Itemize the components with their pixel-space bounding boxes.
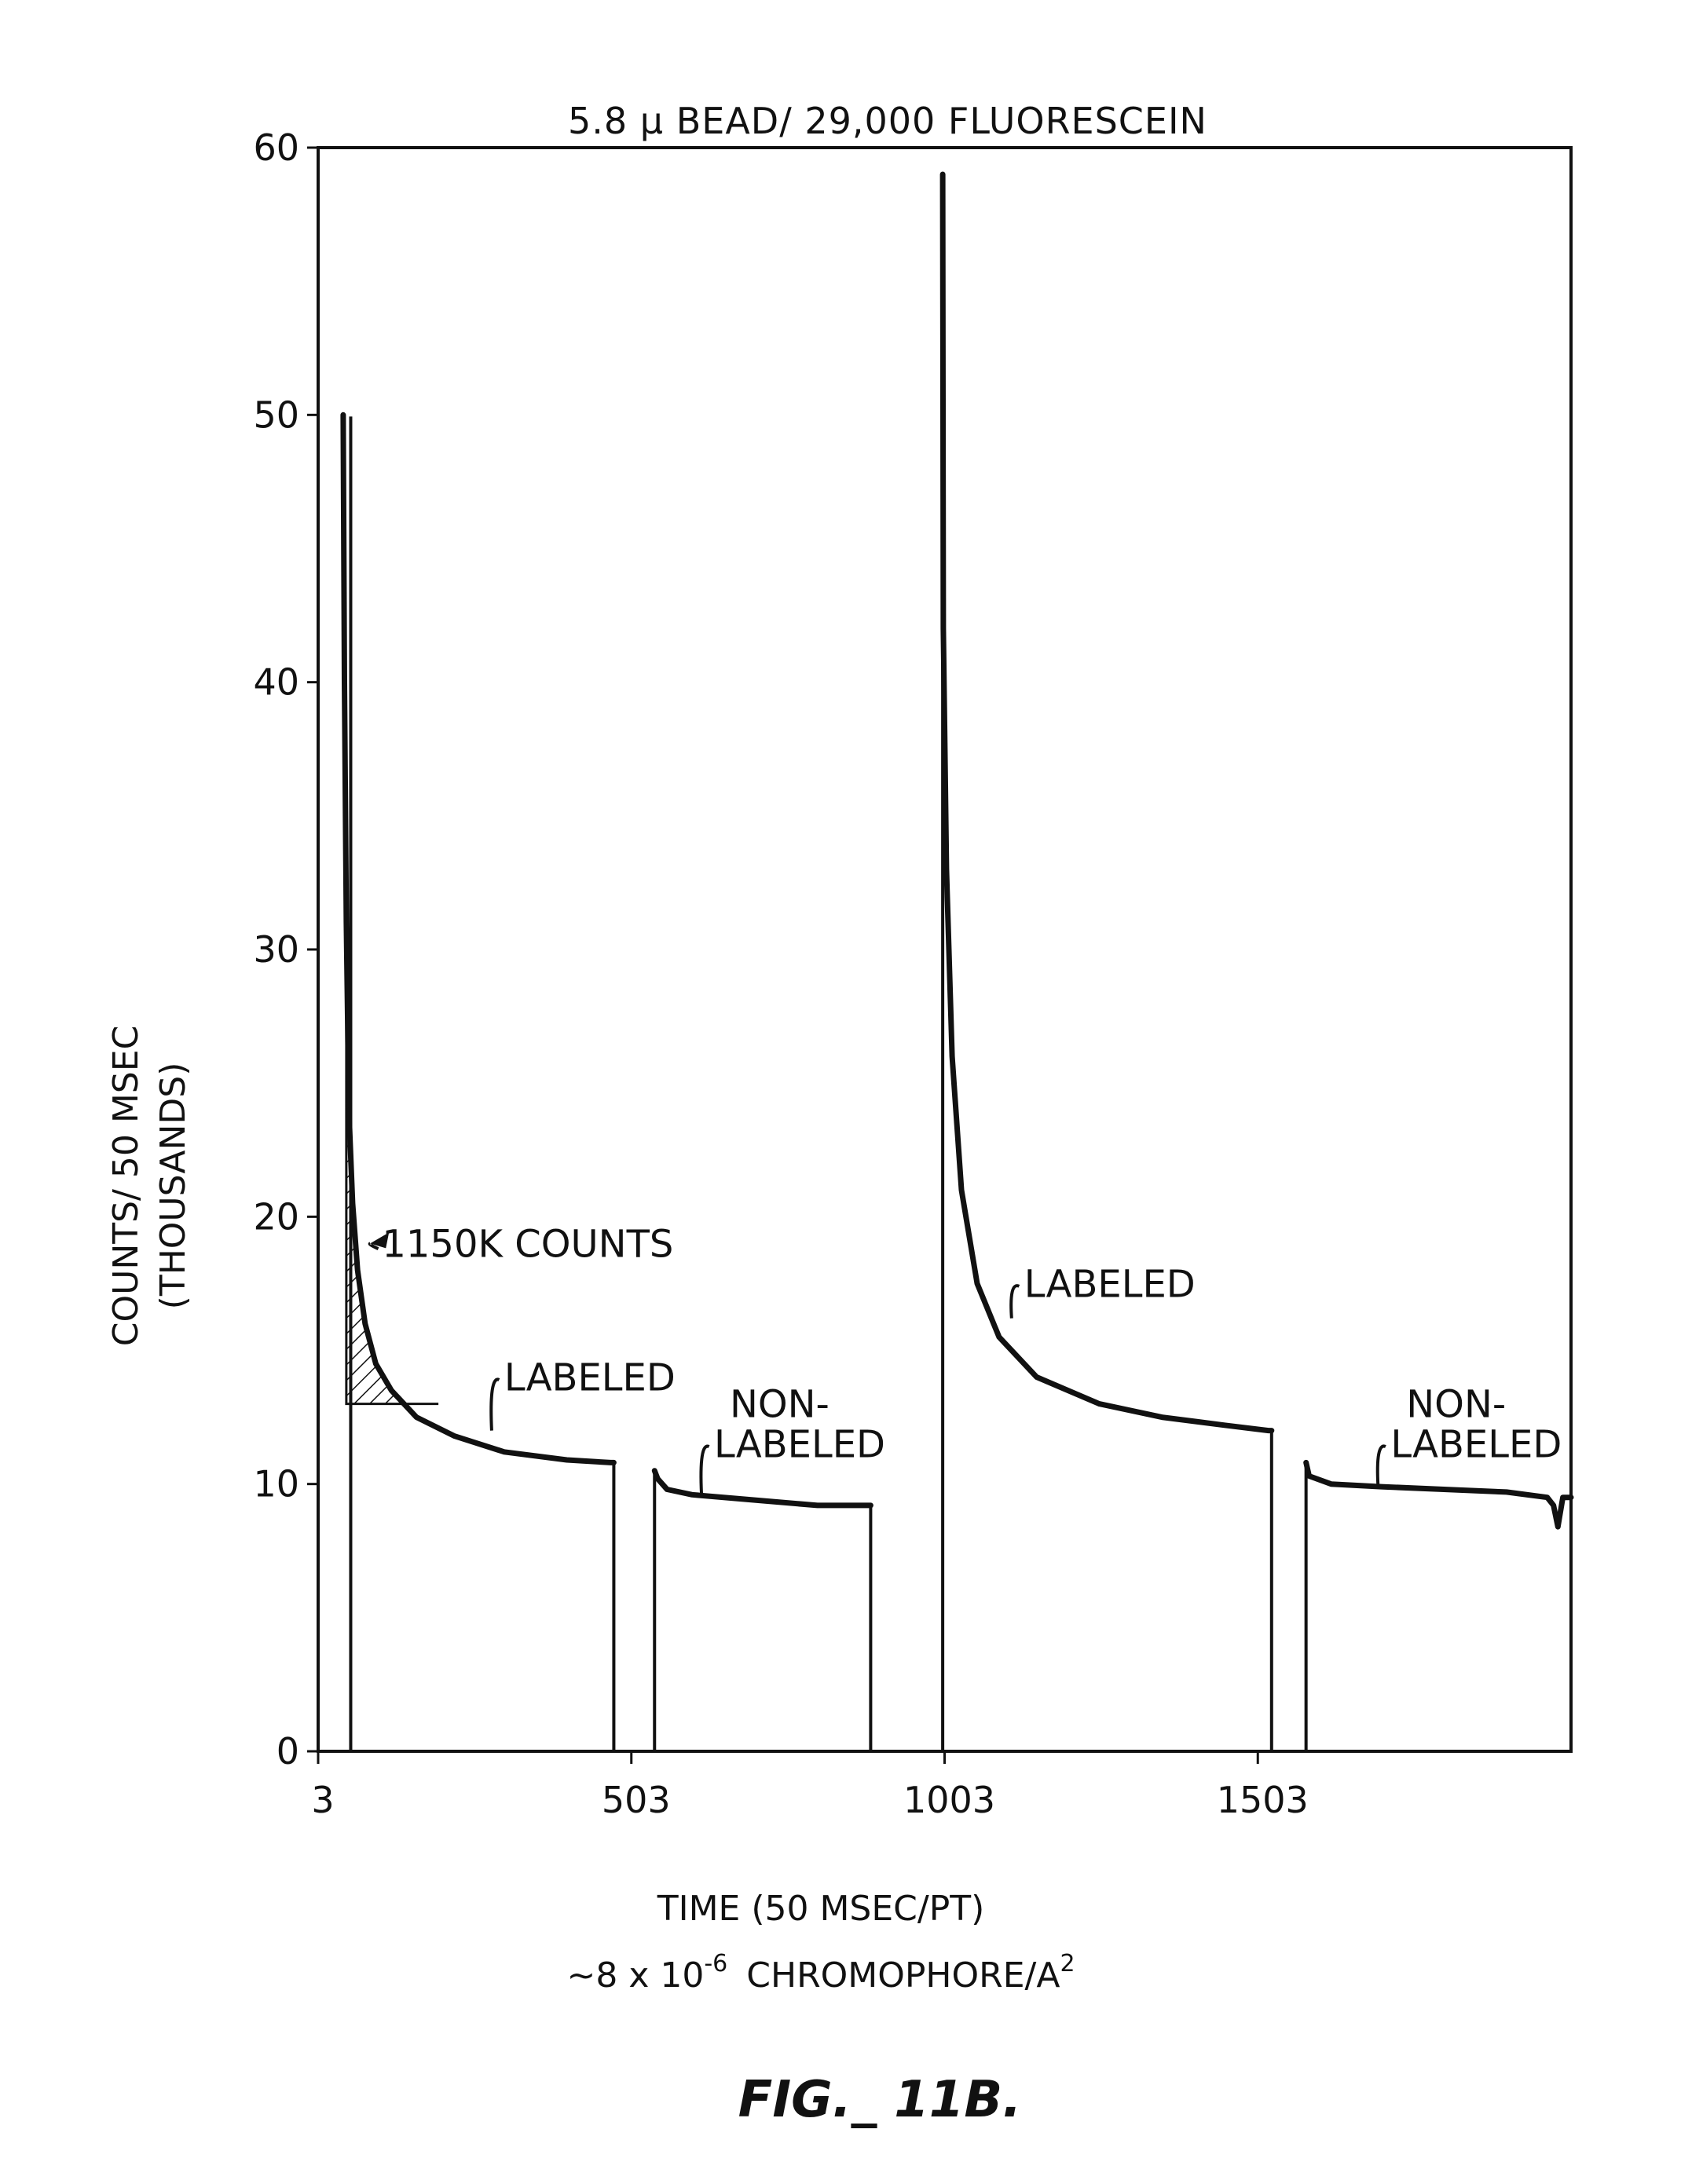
- point-s4-8: [1556, 1525, 1560, 1529]
- y-tick-label-60: 60: [253, 126, 299, 169]
- leader-2: [491, 1379, 499, 1430]
- point-s3-7: [1035, 1375, 1038, 1379]
- annotation-nonlabeled-1: LABELED: [714, 1423, 885, 1467]
- point-s2-4: [753, 1498, 756, 1502]
- y-tick-labels: 0 10 20 30 40 50 60: [253, 126, 299, 1772]
- series-line-2-non-labeled: [654, 1471, 870, 1505]
- point-s4-3: [1379, 1485, 1383, 1489]
- y-tick-label-10: 10: [253, 1463, 299, 1505]
- shaded-area: [346, 923, 438, 1404]
- series-line-4-non-labeled: [1306, 1462, 1571, 1527]
- point-s2-5: [815, 1503, 819, 1507]
- y-axis-subtitle: (THOUSANDS): [153, 1063, 193, 1310]
- x-axis-subtitle-exponent: -6: [704, 1950, 727, 1977]
- y-tick-label-30: 30: [253, 928, 299, 971]
- point-s4-6: [1545, 1495, 1549, 1499]
- point-s1-1: [342, 680, 346, 684]
- baseline-drops: [343, 174, 1571, 1751]
- axis-ticks: [307, 148, 1258, 1764]
- annotation-non-1: NON-: [730, 1383, 830, 1427]
- x-axis-title: TIME (50 MSEC/PT): [657, 1889, 985, 1929]
- chart-title: 5.8 μ BEAD/ 29,000 FLUORESCEIN: [568, 100, 1207, 142]
- y-tick-label-50: 50: [253, 393, 299, 436]
- series-line-1-labeled: [343, 415, 614, 1462]
- y-axis-title: COUNTS/ 50 MSEC: [106, 1026, 146, 1346]
- point-s1-12: [565, 1458, 569, 1462]
- point-s4-5: [1504, 1490, 1508, 1494]
- leader-5: [1378, 1446, 1386, 1487]
- annotation-labeled-1: LABELED: [504, 1356, 676, 1400]
- point-s4-1: [1307, 1474, 1311, 1478]
- point-s1-9: [415, 1415, 419, 1419]
- point-s2-3: [690, 1493, 694, 1497]
- point-s3-9: [1160, 1415, 1164, 1419]
- annotation-nonlabeled-2: LABELED: [1390, 1423, 1562, 1467]
- y-tick-label-40: 40: [253, 661, 299, 704]
- x-axis-subtitle-unit-exponent: 2: [1060, 1950, 1075, 1977]
- point-s3-5: [975, 1282, 979, 1286]
- point-s4-4: [1442, 1487, 1446, 1491]
- annotation-labeled-2: LABELED: [1024, 1262, 1196, 1306]
- x-tick-label-1503: 1503: [1217, 1779, 1309, 1821]
- point-s1-10: [452, 1434, 456, 1438]
- y-tick-label-20: 20: [253, 1195, 299, 1238]
- shaded-region-1150k: [346, 923, 438, 1404]
- point-s3-8: [1097, 1402, 1101, 1406]
- x-tick-label-3: 3: [311, 1779, 334, 1821]
- point-s4-9: [1561, 1495, 1565, 1499]
- point-s1-7: [374, 1362, 378, 1366]
- x-axis-subtitle-base: ~8 x 10: [566, 1955, 704, 1996]
- point-s1-5: [356, 1268, 360, 1272]
- x-tick-labels: 3 503 1003 1503: [311, 1779, 1308, 1821]
- point-s4-7: [1551, 1503, 1555, 1507]
- series-line-3-labeled: [943, 174, 1272, 1431]
- y-tick-label-0: 0: [277, 1730, 299, 1772]
- point-s3-2: [944, 867, 948, 871]
- data-series: [341, 173, 1573, 1529]
- point-s1-8: [390, 1388, 394, 1392]
- x-tick-label-503: 503: [602, 1779, 671, 1821]
- point-s1-2: [344, 920, 348, 924]
- point-s4-2: [1329, 1482, 1333, 1486]
- point-s3-6: [997, 1335, 1001, 1339]
- point-s3-4: [960, 1188, 964, 1192]
- annotation-1150k-counts: 1150K COUNTS: [382, 1222, 673, 1266]
- point-s3-3: [950, 1055, 954, 1059]
- point-s2-1: [656, 1476, 660, 1480]
- point-s1-11: [502, 1450, 506, 1454]
- figure-caption: FIG._ 11B.: [738, 2071, 1022, 2129]
- chart-figure: 5.8 μ BEAD/ 29,000 FLUORESCEIN 0 10 20 3…: [0, 0, 1681, 2184]
- leader-4: [1011, 1286, 1019, 1319]
- point-s2-2: [665, 1487, 669, 1491]
- point-s1-6: [363, 1322, 367, 1326]
- x-tick-label-1003: 1003: [903, 1779, 995, 1821]
- x-axis-subtitle-unit: CHROMOPHORE/A: [746, 1955, 1060, 1996]
- point-s3-10: [1222, 1423, 1226, 1427]
- annotation-non-2: NON-: [1406, 1383, 1506, 1427]
- x-axis-subtitle: ~8 x 10-6 CHROMOPHORE/A2: [566, 1950, 1075, 1996]
- leader-3: [701, 1447, 709, 1495]
